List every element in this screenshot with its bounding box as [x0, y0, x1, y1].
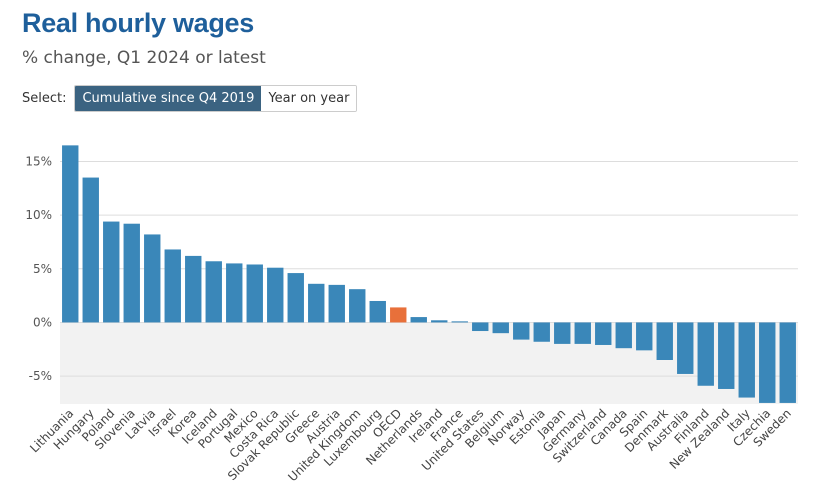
cumulative-button[interactable]: Cumulative since Q4 2019 — [75, 85, 262, 111]
bar — [144, 234, 161, 323]
bar — [390, 307, 407, 323]
bar — [267, 267, 284, 323]
bar — [205, 261, 222, 323]
bar — [636, 322, 653, 351]
bar — [328, 284, 345, 323]
bar — [779, 322, 796, 403]
view-toggle: Cumulative since Q4 2019 Year on year — [74, 84, 358, 112]
bar — [513, 322, 530, 340]
y-tick-label: -5% — [29, 369, 52, 383]
bar — [246, 264, 263, 323]
bar — [226, 263, 243, 323]
bar — [123, 223, 140, 323]
bar — [533, 322, 550, 342]
bar — [595, 322, 612, 345]
bar — [103, 221, 120, 323]
bar — [369, 300, 386, 323]
y-tick-label: 10% — [25, 208, 52, 222]
bar — [492, 322, 509, 334]
bar — [164, 249, 181, 323]
chart-subtitle: % change, Q1 2024 or latest — [22, 48, 266, 68]
bar — [349, 289, 366, 323]
year-on-year-button[interactable]: Year on year — [261, 85, 357, 111]
bar — [410, 317, 427, 323]
bar — [759, 322, 776, 403]
chart-title: Real hourly wages — [22, 8, 254, 38]
bar — [718, 322, 735, 389]
bar — [451, 321, 468, 323]
bar — [574, 322, 591, 344]
bar — [554, 322, 571, 344]
bar — [656, 322, 673, 360]
bar — [185, 255, 202, 323]
bar — [287, 273, 304, 323]
bar — [738, 322, 755, 398]
bar — [62, 145, 79, 323]
bar — [431, 320, 448, 323]
bar — [697, 322, 714, 386]
bar — [308, 283, 325, 323]
bar — [677, 322, 694, 374]
bar — [615, 322, 632, 349]
y-tick-label: 5% — [33, 262, 52, 276]
y-tick-label: 0% — [33, 315, 52, 329]
selector-row: Select: Cumulative since Q4 2019 Year on… — [22, 84, 358, 112]
y-tick-label: 15% — [25, 154, 52, 168]
bar — [472, 322, 489, 332]
select-label: Select: — [22, 90, 67, 106]
negative-region-band — [60, 322, 798, 404]
bar — [82, 177, 99, 323]
